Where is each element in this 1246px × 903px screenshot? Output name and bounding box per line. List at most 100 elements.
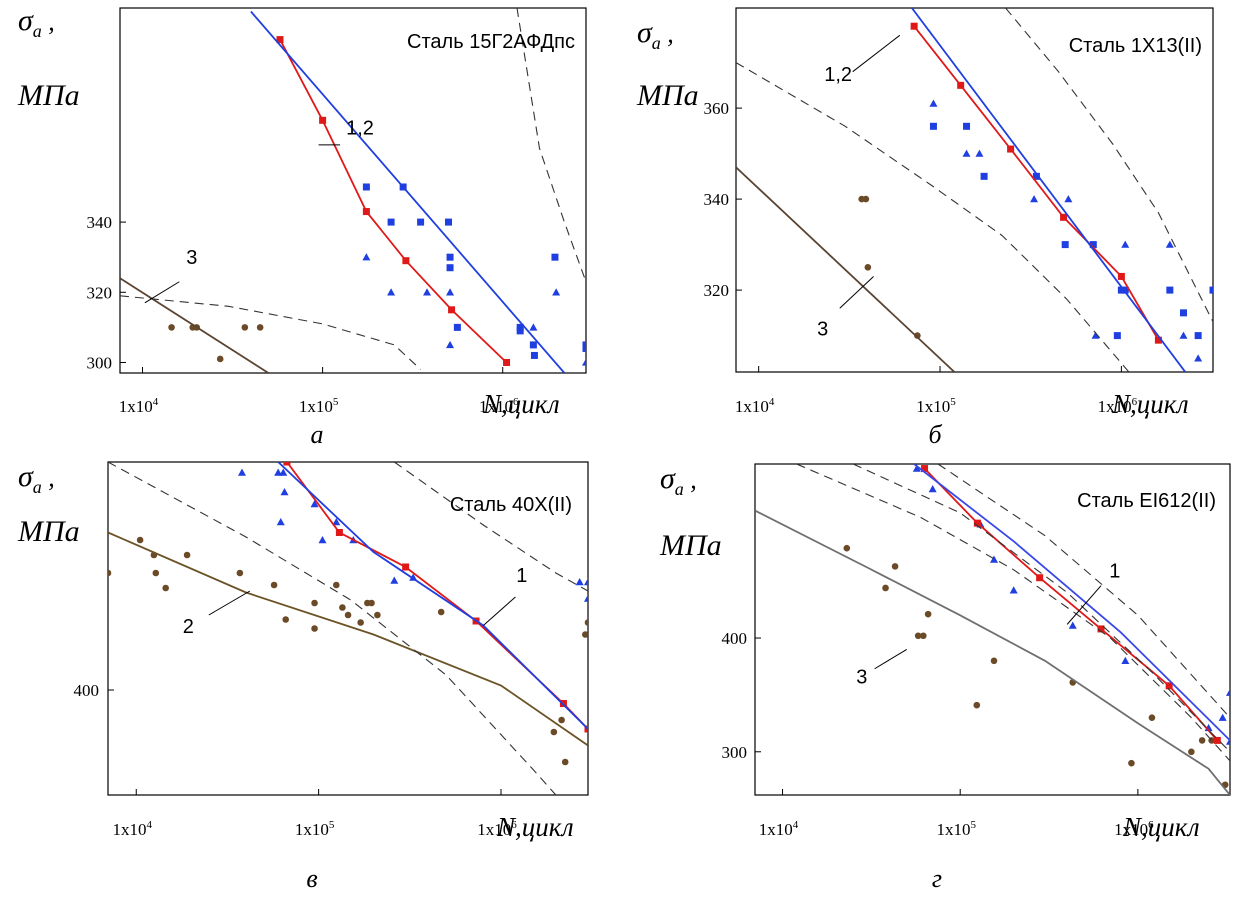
chart-title: Сталь ЕI612(II) — [1077, 490, 1216, 512]
data-point-triangle — [552, 288, 561, 296]
x-tick-mantissa: 1x10 — [479, 397, 513, 416]
data-point-circle — [241, 324, 249, 331]
y-axis-unit: МПа — [17, 515, 80, 548]
data-point-triangle — [584, 578, 588, 586]
x-tick-exponent: 6 — [511, 819, 517, 831]
annotation-label: 3 — [856, 667, 867, 689]
data-point-square — [387, 218, 395, 226]
x-tick-exponent: 4 — [769, 396, 775, 408]
data-point-square — [529, 341, 537, 349]
data-point-triangle — [276, 518, 285, 526]
regression-line — [755, 509, 1230, 795]
annotation-leader — [874, 648, 907, 670]
annotation-label: 1,2 — [346, 117, 374, 139]
line-point-marker — [402, 257, 410, 265]
data-point-square — [417, 218, 425, 226]
data-point-circle — [216, 355, 224, 363]
data-point-circle — [582, 631, 588, 638]
y-tick-label: 400 — [74, 681, 100, 700]
x-axis-label: N,цикл — [1111, 389, 1189, 419]
line-point-marker — [319, 116, 327, 124]
data-point-square — [1032, 172, 1040, 180]
x-tick-mantissa: 1x10 — [119, 397, 153, 416]
y-axis-symbol: σ — [660, 462, 676, 495]
y-tick-label: 360 — [704, 99, 730, 118]
annotation-leader — [208, 590, 251, 616]
line-point-marker — [957, 81, 965, 89]
data-point-circle — [344, 611, 352, 619]
x-tick-mantissa: 1x10 — [759, 820, 793, 839]
x-tick-exponent: 5 — [970, 819, 976, 831]
series-group — [736, 8, 1213, 372]
data-point-square — [1179, 309, 1187, 317]
data-point-circle — [282, 616, 290, 623]
x-axis-label: N,цикл — [1122, 812, 1200, 842]
regression-line — [108, 531, 588, 747]
chart-title: Сталь 1Х13(II) — [1069, 35, 1202, 57]
data-point-circle — [311, 625, 318, 632]
y-axis-label: σa , — [637, 16, 674, 53]
data-point-triangle — [584, 594, 588, 602]
data-point-circle — [843, 544, 851, 552]
regression-line — [120, 277, 269, 373]
data-point-circle — [162, 584, 169, 592]
x-tick-label: 1x105 — [916, 396, 956, 416]
data-point-square — [1121, 286, 1129, 294]
data-point-triangle — [362, 253, 371, 261]
x-tick-mantissa: 1x10 — [936, 820, 970, 839]
confidence-bound-line — [1005, 8, 1213, 323]
data-point-triangle — [390, 576, 399, 584]
regression-line — [250, 10, 566, 373]
annotation-label: 2 — [183, 616, 194, 638]
line-point-marker — [910, 22, 918, 30]
data-point-triangle — [1226, 688, 1230, 696]
x-tick-exponent: 5 — [950, 396, 956, 408]
annotation-label: 3 — [817, 319, 828, 341]
y-axis-comma: , — [42, 7, 55, 36]
data-point-circle — [368, 599, 375, 607]
data-point-triangle — [423, 288, 432, 296]
x-axis-label: N,цикл — [496, 812, 574, 842]
x-tick-label: 1x105 — [936, 819, 976, 839]
data-point-circle — [584, 619, 588, 626]
y-tick-label: 320 — [704, 281, 730, 300]
x-tick-label: 1x105 — [299, 396, 339, 416]
line-point-marker — [1117, 272, 1125, 280]
confidence-bound-line — [937, 464, 1230, 719]
x-tick-mantissa: 1x10 — [735, 397, 769, 416]
chart-title: Сталь 15Г2АФДпс — [407, 31, 575, 53]
data-point-triangle — [1030, 195, 1039, 203]
line-point-marker — [448, 306, 456, 314]
data-point-triangle — [274, 468, 283, 476]
chart-title: Сталь 40Х(II) — [450, 494, 572, 516]
data-point-square — [530, 351, 538, 359]
data-point-circle — [374, 611, 381, 619]
data-point-circle — [332, 581, 340, 589]
confidence-bound-line — [796, 464, 1230, 762]
data-point-circle — [311, 599, 318, 607]
data-point-triangle — [1165, 240, 1174, 248]
plot-frame — [107, 461, 589, 796]
x-tick-mantissa: 1x10 — [112, 820, 146, 839]
data-point-triangle — [1194, 354, 1203, 362]
x-tick-label: 1x106 — [479, 396, 519, 416]
data-point-circle — [136, 536, 144, 544]
y-axis-symbol: σ — [18, 4, 34, 37]
data-point-square — [445, 218, 453, 226]
data-point-square — [582, 341, 586, 349]
x-tick-mantissa: 1x10 — [1098, 397, 1132, 416]
confidence-bound-line — [736, 62, 1130, 372]
annotation-label: 1 — [516, 565, 527, 587]
data-point-circle — [168, 324, 175, 331]
annotation-label: 3 — [186, 247, 197, 269]
line-point-marker — [283, 462, 291, 466]
confidence-bound-line — [393, 462, 588, 592]
data-point-circle — [891, 563, 899, 570]
data-point-triangle — [1218, 713, 1227, 721]
data-point-circle — [561, 758, 569, 766]
y-axis-subscript: a — [33, 477, 42, 497]
data-point-triangle — [1091, 331, 1100, 339]
